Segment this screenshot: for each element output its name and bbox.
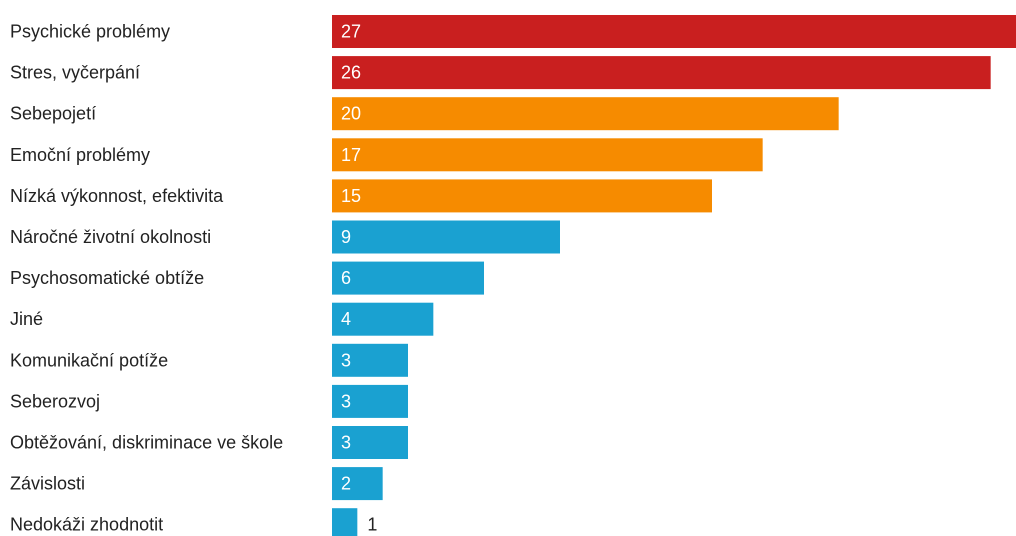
value-label: 26 — [341, 63, 361, 83]
bar — [332, 179, 712, 213]
value-labels: 27 26 20 17 15 9 6 4 3 3 3 2 1 — [341, 22, 377, 535]
value-label: 6 — [341, 268, 351, 288]
value-label: 1 — [367, 515, 377, 535]
category-label: Seberozvoj — [10, 391, 100, 411]
category-label: Nízká výkonnost, efektivita — [10, 186, 224, 206]
bar — [332, 343, 408, 377]
bar — [332, 261, 484, 295]
category-label: Jiné — [10, 309, 43, 329]
value-label: 3 — [341, 433, 351, 453]
category-labels: Psychické problémy Stres, vyčerpání Sebepo… — [10, 22, 283, 535]
value-label: 15 — [341, 186, 361, 206]
value-label: 27 — [341, 22, 361, 42]
bar — [332, 138, 763, 172]
value-label: 4 — [341, 309, 351, 329]
category-label: Závislosti — [10, 474, 85, 494]
category-label: Komunikační potíže — [10, 350, 168, 370]
value-label: 20 — [341, 104, 361, 124]
category-label: Náročné životní okolnosti — [10, 227, 211, 247]
value-label: 17 — [341, 145, 361, 165]
category-label: Stres, vyčerpání — [10, 63, 140, 83]
bar — [332, 426, 408, 459]
category-label: Nedokáži zhodnotit — [10, 515, 163, 535]
bar — [332, 508, 358, 536]
category-label: Psychické problémy — [10, 22, 170, 42]
value-label: 3 — [341, 350, 351, 370]
category-label: Obtěžování, diskriminace ve škole — [10, 433, 283, 453]
bar — [332, 467, 383, 501]
bar — [332, 15, 1016, 48]
category-label: Emoční problémy — [10, 145, 150, 165]
bar — [332, 220, 560, 254]
value-label: 9 — [341, 227, 351, 247]
category-label: Psychosomatické obtíže — [10, 268, 204, 288]
bar — [332, 56, 991, 90]
bar — [332, 302, 434, 336]
bars — [332, 15, 1016, 536]
value-label: 2 — [341, 474, 351, 494]
bar — [332, 97, 839, 131]
value-label: 3 — [341, 391, 351, 411]
bar — [332, 384, 408, 418]
category-label: Sebepojetí — [10, 104, 96, 124]
